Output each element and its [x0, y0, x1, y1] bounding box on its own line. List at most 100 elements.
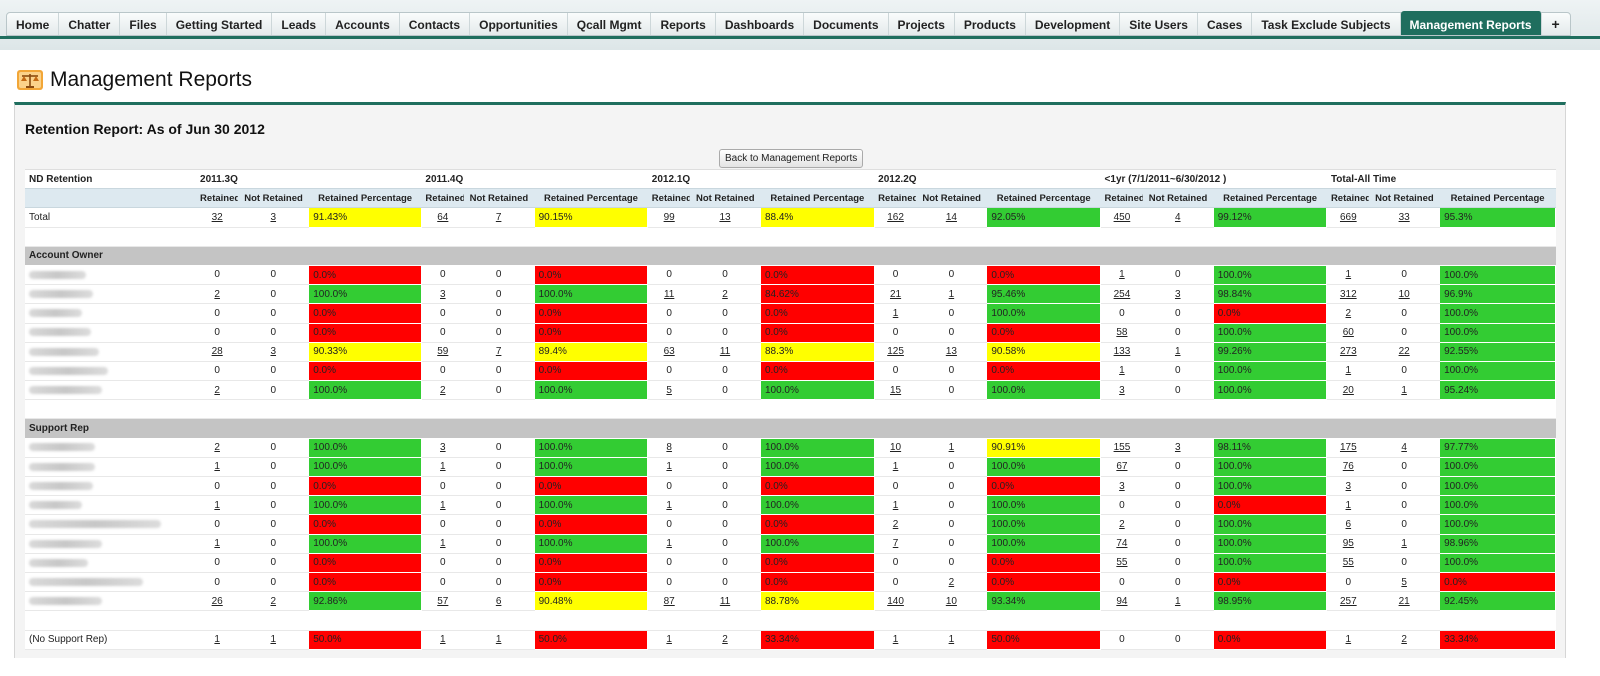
retained-cell[interactable]: 1: [421, 534, 464, 554]
retained-count[interactable]: 1: [666, 461, 672, 473]
not-retained-cell[interactable]: 33: [1369, 207, 1440, 228]
retained-count[interactable]: 175: [1339, 441, 1357, 453]
retained-count[interactable]: 2: [1345, 307, 1352, 319]
retained-count[interactable]: 312: [1339, 288, 1357, 300]
retained-count[interactable]: 450: [1113, 211, 1131, 223]
retained-count[interactable]: 1: [440, 499, 446, 511]
retained-cell[interactable]: 133: [1100, 342, 1143, 362]
retained-count[interactable]: 15: [889, 384, 902, 396]
retained-cell[interactable]: 57: [421, 591, 464, 612]
not-retained-count[interactable]: 1: [270, 634, 277, 646]
not-retained-cell[interactable]: 6: [463, 591, 535, 612]
retained-cell[interactable]: 94: [1100, 591, 1143, 612]
retained-cell[interactable]: 15: [874, 380, 917, 401]
not-retained-cell[interactable]: 2: [1369, 630, 1440, 650]
not-retained-count[interactable]: 21: [1398, 595, 1410, 607]
retained-cell[interactable]: 67: [1100, 457, 1143, 478]
not-retained-cell[interactable]: 14: [916, 207, 987, 228]
retained-count[interactable]: 257: [1339, 595, 1357, 607]
retained-cell[interactable]: 2: [196, 380, 239, 401]
not-retained-cell[interactable]: 2: [690, 630, 761, 650]
not-retained-cell[interactable]: 2: [916, 572, 987, 593]
retained-count[interactable]: 20: [1342, 384, 1354, 396]
retained-cell[interactable]: 11: [647, 284, 691, 305]
not-retained-count[interactable]: 13: [719, 211, 731, 223]
retained-cell[interactable]: 140: [874, 591, 917, 612]
not-retained-count[interactable]: 11: [719, 595, 731, 607]
retained-count[interactable]: 67: [1116, 461, 1128, 473]
retained-count[interactable]: 6: [1345, 518, 1352, 530]
tab-accounts[interactable]: Accounts: [326, 13, 400, 35]
retained-count[interactable]: 1: [666, 499, 672, 511]
retained-cell[interactable]: 64: [421, 207, 464, 228]
retained-count[interactable]: 1: [892, 307, 899, 319]
retained-count[interactable]: 99: [663, 211, 675, 223]
not-retained-cell[interactable]: 1: [916, 438, 987, 458]
tab-cases[interactable]: Cases: [1198, 13, 1253, 35]
not-retained-count[interactable]: 1: [1401, 538, 1407, 550]
not-retained-cell[interactable]: 13: [916, 342, 987, 362]
retained-cell[interactable]: 59: [421, 342, 464, 362]
tab-site-users[interactable]: Site Users: [1120, 13, 1198, 35]
retained-cell[interactable]: 32: [196, 207, 239, 228]
not-retained-count[interactable]: 7: [495, 346, 502, 358]
retained-count[interactable]: 254: [1113, 288, 1131, 300]
retained-cell[interactable]: 1: [1326, 361, 1370, 382]
retained-count[interactable]: 162: [887, 211, 904, 223]
retained-count[interactable]: 94: [1116, 595, 1128, 607]
retained-count[interactable]: 273: [1339, 346, 1357, 358]
not-retained-count[interactable]: 3: [1174, 441, 1181, 453]
not-retained-count[interactable]: 3: [270, 211, 277, 223]
tab-development[interactable]: Development: [1026, 13, 1121, 35]
retained-count[interactable]: 55: [1116, 557, 1128, 569]
retained-count[interactable]: 1: [214, 634, 220, 646]
retained-count[interactable]: 64: [437, 211, 449, 223]
not-retained-cell[interactable]: 22: [1369, 342, 1440, 362]
retained-cell[interactable]: 1: [1100, 265, 1143, 286]
not-retained-cell[interactable]: 3: [238, 207, 309, 228]
retained-count[interactable]: 669: [1339, 211, 1357, 223]
retained-count[interactable]: 28: [211, 346, 223, 358]
retained-count[interactable]: 1: [892, 499, 899, 511]
not-retained-cell[interactable]: 2: [238, 591, 309, 612]
not-retained-cell[interactable]: 10: [916, 591, 987, 612]
not-retained-count[interactable]: 3: [270, 346, 277, 358]
retained-count[interactable]: 140: [887, 595, 904, 607]
retained-cell[interactable]: 74: [1100, 534, 1143, 554]
tab-contacts[interactable]: Contacts: [400, 13, 471, 35]
retained-cell[interactable]: 7: [874, 534, 917, 554]
retained-cell[interactable]: 2: [1100, 514, 1143, 535]
retained-cell[interactable]: 8: [647, 438, 691, 458]
retained-cell[interactable]: 1: [874, 303, 917, 324]
retained-count[interactable]: 2: [440, 384, 446, 396]
not-retained-cell[interactable]: 13: [690, 207, 761, 228]
retained-count[interactable]: 1: [440, 461, 446, 473]
retained-count[interactable]: 125: [887, 346, 904, 358]
tab-files[interactable]: Files: [120, 13, 167, 35]
retained-count[interactable]: 95: [1342, 538, 1354, 550]
not-retained-cell[interactable]: 3: [1142, 438, 1214, 458]
retained-count[interactable]: 32: [211, 211, 223, 223]
tab-qcall-mgmt[interactable]: Qcall Mgmt: [568, 13, 652, 35]
not-retained-cell[interactable]: 11: [690, 342, 761, 362]
retained-cell[interactable]: 273: [1326, 342, 1370, 362]
not-retained-cell[interactable]: 3: [1142, 284, 1214, 305]
not-retained-count[interactable]: 14: [945, 211, 957, 223]
retained-count[interactable]: 55: [1342, 557, 1354, 569]
retained-count[interactable]: 3: [440, 288, 446, 300]
tab-task-exclude-subjects[interactable]: Task Exclude Subjects: [1252, 13, 1401, 35]
retained-cell[interactable]: 1: [874, 457, 917, 478]
not-retained-cell[interactable]: 1: [463, 630, 535, 650]
retained-count[interactable]: 155: [1113, 441, 1131, 453]
not-retained-count[interactable]: 3: [1174, 288, 1181, 300]
not-retained-count[interactable]: 2: [722, 634, 728, 646]
retained-count[interactable]: 63: [663, 346, 675, 358]
retained-count[interactable]: 1: [214, 461, 220, 473]
not-retained-cell[interactable]: 11: [690, 591, 761, 612]
tab-management-reports[interactable]: Management Reports: [1400, 11, 1542, 35]
not-retained-cell[interactable]: 1: [1142, 591, 1214, 612]
not-retained-cell[interactable]: 1: [1369, 380, 1440, 401]
retained-count[interactable]: 59: [437, 346, 449, 358]
retained-cell[interactable]: 21: [874, 284, 917, 305]
back-to-management-reports-button[interactable]: Back to Management Reports: [719, 149, 864, 168]
